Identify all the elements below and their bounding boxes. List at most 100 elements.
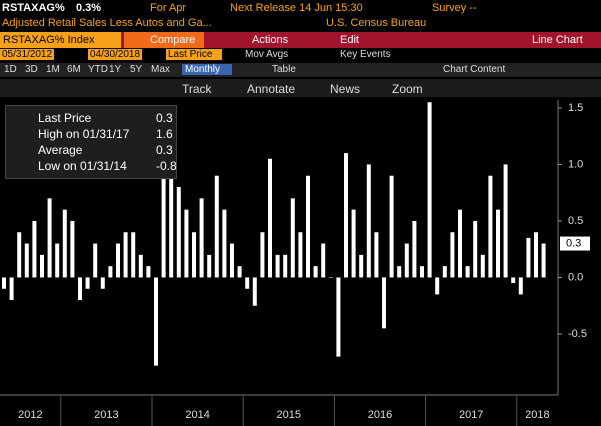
bar: [138, 254, 143, 278]
toolbar: RSTAXAG% Index Compare Actions Edit Line…: [0, 32, 601, 48]
header: RSTAXAG% 0.3% For Apr Next Release 14 Ju…: [0, 0, 601, 18]
period-button[interactable]: 1D: [4, 64, 17, 75]
bar: [518, 277, 523, 295]
end-date[interactable]: 04/30/2018: [88, 49, 143, 60]
year-label: 2014: [185, 409, 209, 421]
legend-value: -0.8: [156, 159, 177, 173]
bar: [116, 243, 120, 278]
start-date[interactable]: 05/31/2012: [0, 49, 55, 60]
bar: [480, 254, 485, 278]
last-value-box: [560, 236, 590, 251]
chart-type[interactable]: Line Chart: [532, 34, 583, 46]
tool-button[interactable]: Zoom: [392, 82, 423, 96]
bar: [47, 198, 52, 278]
mov-avgs[interactable]: Mov Avgs: [245, 49, 289, 60]
security-input[interactable]: RSTAXAG% Index: [0, 32, 121, 48]
bar: [2, 277, 6, 289]
bar: [131, 232, 136, 278]
source: U.S. Census Bureau: [326, 17, 427, 29]
bar: [336, 277, 341, 357]
description: Adjusted Retail Sales Less Autos and Ga.…: [2, 17, 212, 29]
bar: [359, 254, 364, 278]
bar: [169, 164, 174, 278]
year-label: 2017: [459, 409, 483, 421]
bar: [412, 220, 417, 278]
bar: [260, 232, 265, 278]
bar: [351, 209, 356, 278]
next-release: Next Release 14 Jun 15:30: [230, 2, 363, 14]
y-tick-label: 1.5: [568, 102, 583, 114]
bar: [404, 243, 409, 278]
frequency[interactable]: Monthly: [182, 64, 233, 75]
bar: [344, 153, 348, 278]
bar: [321, 243, 326, 278]
bar: [496, 209, 500, 278]
bar: [199, 198, 204, 278]
period-button[interactable]: 6M: [67, 64, 81, 75]
edit-button[interactable]: Edit: [340, 34, 359, 46]
bar: [534, 232, 538, 278]
actions-button[interactable]: Actions: [252, 34, 289, 46]
period-button[interactable]: 1Y: [109, 64, 122, 75]
legend-value: 0.3: [156, 143, 173, 157]
ticker: RSTAXAG%: [2, 2, 65, 14]
bar: [85, 277, 90, 289]
bar: [511, 277, 516, 284]
y-tick-label: 1.0: [568, 158, 583, 170]
bar: [78, 277, 82, 301]
period-button[interactable]: 3D: [25, 64, 38, 75]
bar: [184, 209, 189, 278]
bar: [488, 175, 493, 278]
bar: [382, 277, 386, 329]
legend-label: High on 01/31/17: [38, 127, 130, 141]
bar: [397, 266, 402, 278]
bar: [290, 198, 295, 278]
bar: [161, 170, 166, 278]
period-button[interactable]: 1M: [46, 64, 60, 75]
year-label: 2012: [18, 409, 42, 421]
period-button[interactable]: 5Y: [130, 64, 143, 75]
bar: [268, 158, 272, 278]
legend-value: 0.3: [156, 111, 173, 125]
chart-content[interactable]: Chart Content: [443, 64, 506, 75]
subheader: Adjusted Retail Sales Less Autos and Ga.…: [0, 16, 601, 32]
bar: [503, 164, 508, 278]
field-select[interactable]: Last Price: [166, 49, 223, 60]
tool-button[interactable]: Track: [182, 82, 212, 96]
bar: [328, 277, 333, 278]
year-label: 2015: [277, 409, 301, 421]
table-button[interactable]: Table: [272, 64, 296, 75]
bar: [435, 277, 440, 295]
legend-box: Last Price 0.3 High on 01/31/17 1.6 Average 0…: [5, 105, 177, 179]
period-button[interactable]: Max: [151, 64, 170, 75]
tool-button[interactable]: Annotate: [247, 82, 296, 96]
bar: [245, 277, 250, 289]
bar: [237, 266, 242, 278]
year-label: 2016: [368, 409, 392, 421]
y-tick-label: 0.0: [568, 271, 583, 283]
tool-button[interactable]: News: [330, 82, 361, 96]
bar: [420, 266, 424, 278]
bar: [146, 266, 151, 278]
compare-button[interactable]: Compare: [124, 32, 204, 48]
year-label: 2013: [94, 409, 118, 421]
bar: [450, 232, 455, 278]
period-button[interactable]: YTD: [88, 64, 108, 75]
bar: [24, 243, 29, 278]
year-label: 2018: [525, 409, 549, 421]
bar: [17, 232, 22, 278]
bar: [298, 232, 303, 278]
bar: [62, 209, 67, 278]
chart: 1.5 1.0 0.5 0.0 -0.5 0.3 2012 2013 2014 2015 2016 2…: [0, 100, 590, 426]
bar: [9, 277, 14, 301]
legend-label: Low on 01/31/14: [38, 159, 127, 173]
bar: [541, 243, 546, 278]
key-events[interactable]: Key Events: [340, 49, 391, 60]
tool-bar: Track Annotate News Zoom: [0, 79, 601, 97]
bar: [427, 102, 432, 278]
bar: [55, 243, 60, 278]
legend-label: Average: [38, 143, 83, 157]
last-value-label: 0.3: [566, 237, 581, 249]
survey: Survey --: [432, 2, 477, 14]
